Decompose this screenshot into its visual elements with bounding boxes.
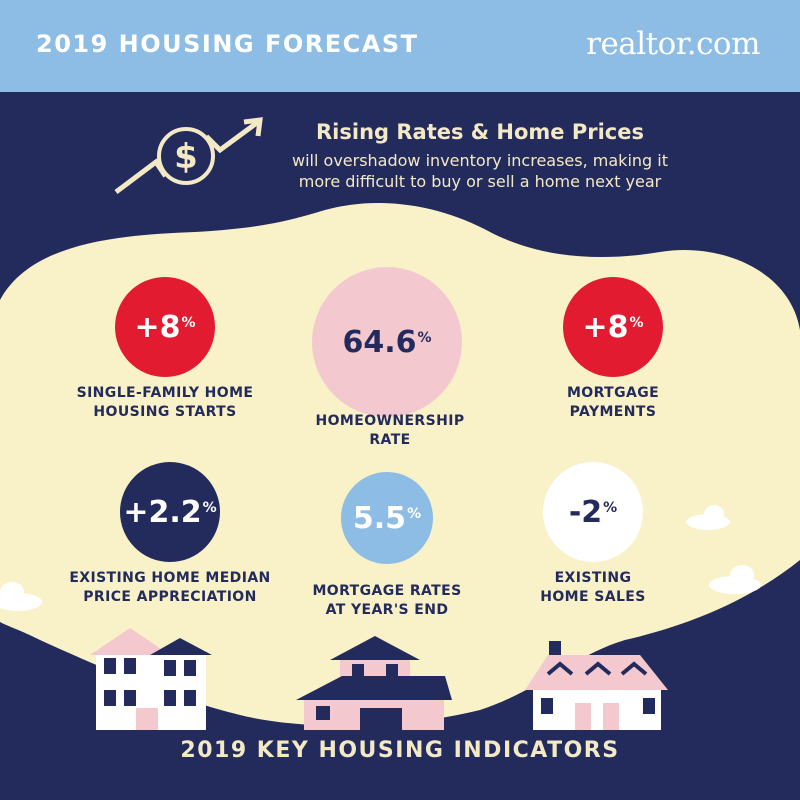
- stat-unit: %: [629, 315, 644, 331]
- stat-circle-home-sales: -2%: [543, 462, 643, 562]
- stat-label-housing-starts: SINGLE-FAMILY HOME HOUSING STARTS: [76, 385, 254, 420]
- stat-value: 64.6: [342, 324, 417, 360]
- stat-circle-homeownership: 64.6%: [312, 267, 462, 417]
- stat-value: 5.5: [352, 500, 407, 536]
- stat-unit: %: [202, 500, 217, 516]
- stat-unit: %: [407, 506, 422, 522]
- stat-label-mortgage-payments: MORTGAGE PAYMENTS: [566, 385, 660, 420]
- intro-body: will overshadow inventory increases, mak…: [292, 151, 668, 191]
- stat-circle-price-appreciation: +2.2%: [120, 462, 220, 562]
- house-icon: [90, 628, 212, 730]
- stat-value: +8: [582, 309, 629, 345]
- stat-circle-mortgage-rates: 5.5%: [341, 472, 433, 564]
- intro-heading: Rising Rates & Home Prices: [316, 120, 644, 144]
- brand-logo: realtor.com: [586, 26, 760, 62]
- footer-title: 2019 KEY HOUSING INDICATORS: [180, 738, 620, 763]
- stat-label-mortgage-rates: MORTGAGE RATES AT YEAR'S END: [312, 583, 462, 618]
- stat-circle-mortgage-payments: +8%: [563, 277, 663, 377]
- stat-unit: %: [181, 315, 196, 331]
- header-title: 2019 HOUSING FORECAST: [36, 30, 419, 58]
- stat-circle-housing-starts: +8%: [115, 277, 215, 377]
- stat-label-homeownership: HOMEOWNERSHIP RATE: [315, 413, 465, 448]
- stat-unit: %: [417, 330, 432, 346]
- cloud-icon: [0, 505, 761, 611]
- stat-value: +2.2: [123, 494, 202, 530]
- house-icon: [296, 636, 452, 730]
- dollar-coin-icon: $: [114, 117, 263, 194]
- stat-label-price-appreciation: EXISTING HOME MEDIAN PRICE APPRECIATION: [69, 570, 271, 605]
- stat-label-home-sales: EXISTING HOME SALES: [540, 570, 646, 605]
- header-bar: 2019 HOUSING FORECAST realtor.com: [0, 0, 800, 92]
- stat-value: +8: [134, 309, 181, 345]
- svg-text:$: $: [174, 137, 198, 177]
- stat-unit: %: [603, 500, 618, 516]
- stat-value: -2: [568, 494, 603, 530]
- house-icon: [525, 641, 668, 730]
